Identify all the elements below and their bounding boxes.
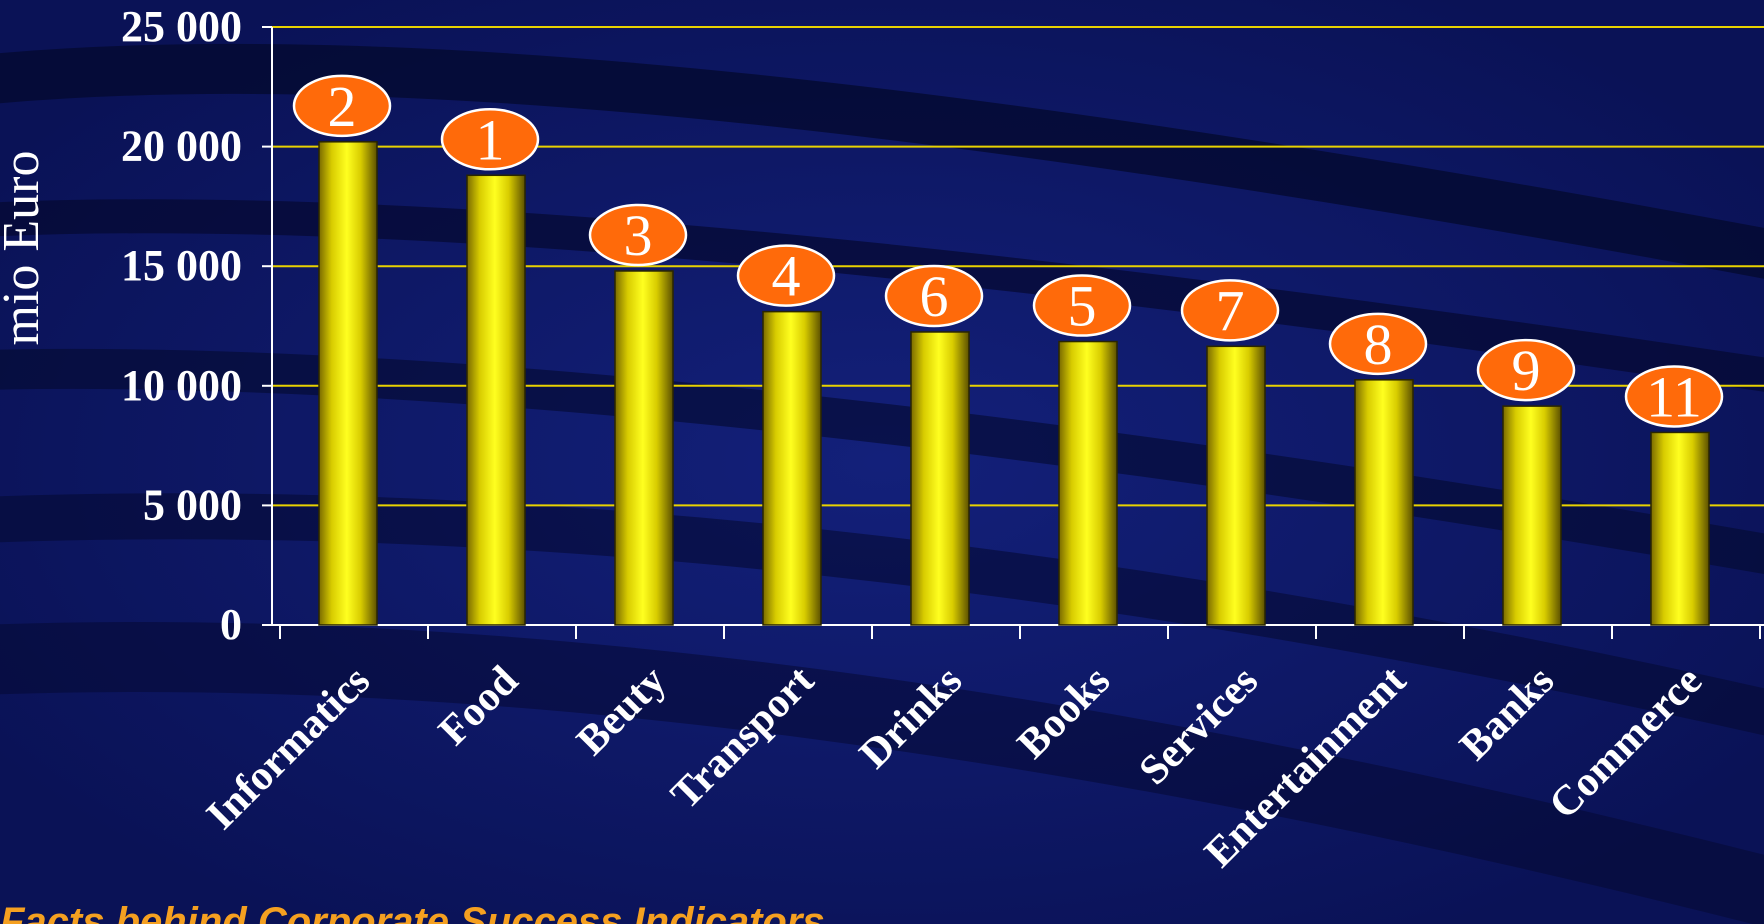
rank-label: 7 (1216, 278, 1245, 343)
footer-caption: Facts behind Corporate Success Indicator… (0, 902, 825, 924)
y-tick-labels: 0 5 000 10 000 15 000 20 000 25 000 (121, 2, 242, 649)
bar-food (466, 174, 526, 626)
rank-badge: 2 (292, 74, 392, 139)
rank-badge-shape (1032, 274, 1132, 337)
y-tick-label: 25 000 (121, 2, 242, 51)
rank-badge: 11 (1624, 364, 1724, 429)
rank-badge: 1 (440, 107, 540, 172)
rank-label: 4 (772, 244, 801, 309)
rank-badge: 7 (1180, 278, 1280, 343)
rank-badge: 8 (1328, 312, 1428, 377)
bar-entertainment (1354, 379, 1414, 626)
bar-informatics (318, 141, 378, 626)
rank-label: 9 (1512, 338, 1541, 403)
bar-commerce (1650, 431, 1710, 626)
rank-badge-shape (884, 264, 984, 328)
bar-services (1206, 345, 1266, 626)
rank-label: 5 (1068, 274, 1097, 339)
rank-badge-shape (588, 203, 688, 267)
rank-badge-shape (1624, 365, 1724, 428)
y-axis-title: mio Euro (0, 151, 50, 346)
rank-badge-shape (292, 74, 392, 138)
rank-label: 1 (476, 107, 505, 172)
rank-badge: 4 (736, 244, 836, 309)
rank-label: 11 (1646, 364, 1702, 429)
rank-badge-shape (440, 108, 540, 171)
rank-badge-shape (1180, 279, 1280, 342)
bars (318, 141, 1710, 626)
rank-badges: 2 1 3 4 6 5 7 8 9 11 (292, 74, 1724, 429)
bar-beuty (614, 270, 674, 626)
y-tick-label: 15 000 (121, 241, 242, 290)
rank-badge: 3 (588, 203, 688, 268)
rank-label: 3 (624, 203, 653, 268)
bar-drinks (910, 331, 970, 626)
rank-badge: 6 (884, 264, 984, 329)
y-tick-label: 20 000 (121, 122, 242, 171)
y-tick-label: 5 000 (143, 480, 242, 529)
rank-label: 6 (920, 264, 949, 329)
rank-label: 8 (1364, 312, 1393, 377)
rank-label: 2 (328, 74, 357, 139)
bar-books (1058, 340, 1118, 626)
rank-badge-shape (1476, 338, 1576, 402)
y-tick-label: 10 000 (121, 361, 242, 410)
bar-transport (762, 310, 822, 626)
bar-banks (1502, 405, 1562, 626)
rank-badge: 5 (1032, 274, 1132, 339)
rank-badge: 9 (1476, 338, 1576, 403)
background-swooshes (0, 43, 1764, 924)
rank-badge-shape (1328, 312, 1428, 376)
rank-badge-shape (736, 244, 836, 307)
y-tick-label: 0 (220, 600, 242, 649)
